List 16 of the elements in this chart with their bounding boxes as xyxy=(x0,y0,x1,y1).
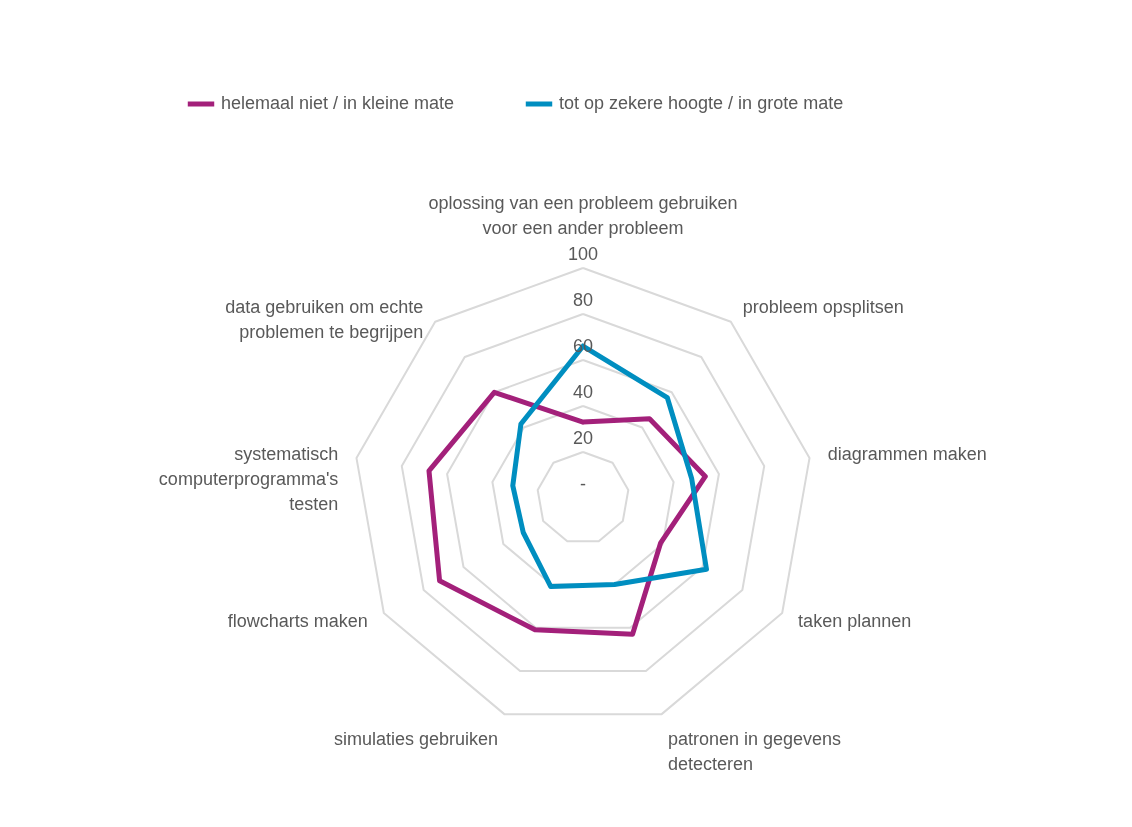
spoke-label: systematisch computerprogramma's testen xyxy=(158,443,339,514)
spoke-label: simulaties gebruiken xyxy=(333,729,499,750)
legend-label: helemaal niet / in kleine mate xyxy=(221,93,455,113)
spoke-label: probleem opsplitsen xyxy=(742,296,904,317)
y-tick-label: - xyxy=(580,474,586,494)
spoke-label: taken plannen xyxy=(798,611,912,632)
y-tick-label: 40 xyxy=(572,382,594,402)
spoke-label: patronen in gegevens detecteren xyxy=(667,729,842,775)
spoke-label: flowcharts maken xyxy=(227,611,368,632)
legend-label: tot op zekere hoogte / in grote mate xyxy=(559,93,844,113)
y-tick-label: 20 xyxy=(572,428,594,448)
spoke-label: oplossing van een probleem gebruiken voor een ander probleem xyxy=(428,192,738,238)
spoke-label: diagrammen maken xyxy=(827,443,987,464)
spoke-label: data gebruiken om echte problemen te begrijpen xyxy=(225,296,424,342)
y-tick-label: 80 xyxy=(572,290,594,310)
y-tick-label: 100 xyxy=(567,244,599,264)
